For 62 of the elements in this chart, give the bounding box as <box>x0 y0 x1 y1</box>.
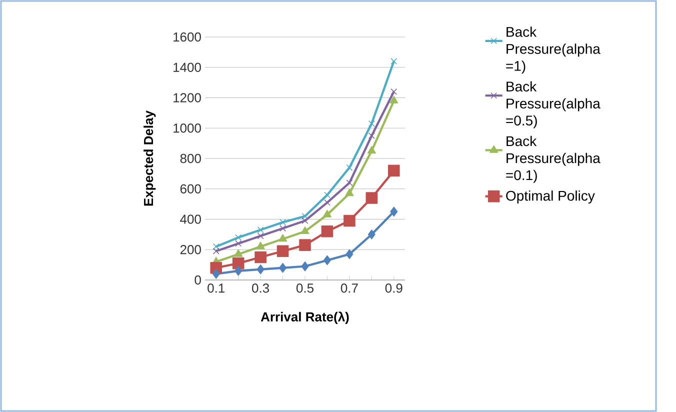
point <box>323 255 331 266</box>
point <box>345 188 354 196</box>
point <box>234 249 243 257</box>
y-tick-label: 200 <box>180 245 201 254</box>
point <box>276 245 289 258</box>
y-tick-label: 600 <box>180 184 201 194</box>
y-tick-label: 1200 <box>174 93 201 102</box>
point <box>232 257 244 270</box>
point <box>302 212 308 220</box>
y-axis-title: Expected Delay <box>144 110 156 206</box>
point <box>368 132 375 139</box>
point <box>235 240 242 247</box>
x-tick-label: 0.9 <box>385 284 402 293</box>
point <box>344 214 356 227</box>
y-tick-label: 1000 <box>174 124 201 133</box>
point <box>279 262 287 273</box>
x-axis-title: Arrival Rate(λ) <box>260 312 349 324</box>
point <box>300 226 310 234</box>
point <box>278 234 288 242</box>
legend-label: Back Pressure(alpha =1) <box>506 26 600 74</box>
x-tick-label: 0.1 <box>208 284 225 293</box>
point <box>346 249 354 260</box>
point <box>212 269 220 279</box>
legend-label: Optimal Policy <box>506 190 595 204</box>
point <box>390 96 398 104</box>
y-tick-label: 400 <box>180 214 201 224</box>
point <box>368 230 376 240</box>
point <box>390 58 398 65</box>
point <box>368 120 375 127</box>
y-tick-label: 0 <box>194 275 201 285</box>
point <box>390 206 398 217</box>
point <box>280 219 286 226</box>
point <box>256 264 264 274</box>
x-tick-label: 0.3 <box>252 284 270 293</box>
point <box>235 234 242 241</box>
point <box>257 226 264 234</box>
point <box>212 248 220 254</box>
point <box>254 251 266 264</box>
point <box>321 226 334 238</box>
point <box>299 239 311 251</box>
point <box>280 225 286 232</box>
point <box>388 164 400 177</box>
legend-label: Back Pressure(alpha =0.1) <box>506 136 600 183</box>
point <box>234 266 242 276</box>
point <box>346 164 353 171</box>
y-tick-label: 1600 <box>174 32 201 42</box>
point <box>324 199 330 206</box>
point <box>212 243 220 250</box>
y-tick-label: 1400 <box>174 62 201 72</box>
point <box>390 88 398 95</box>
y-tick-label: 800 <box>180 154 201 164</box>
point <box>366 192 378 204</box>
point <box>302 218 308 224</box>
x-tick-label: 0.7 <box>340 284 358 293</box>
point <box>256 242 265 250</box>
point <box>301 261 309 272</box>
legend-label: Back Pressure(alpha =0.5) <box>506 81 600 128</box>
point <box>322 210 332 218</box>
x-tick-label: 0.5 <box>296 284 314 293</box>
point <box>367 146 376 154</box>
point <box>257 232 264 240</box>
point <box>346 180 353 186</box>
